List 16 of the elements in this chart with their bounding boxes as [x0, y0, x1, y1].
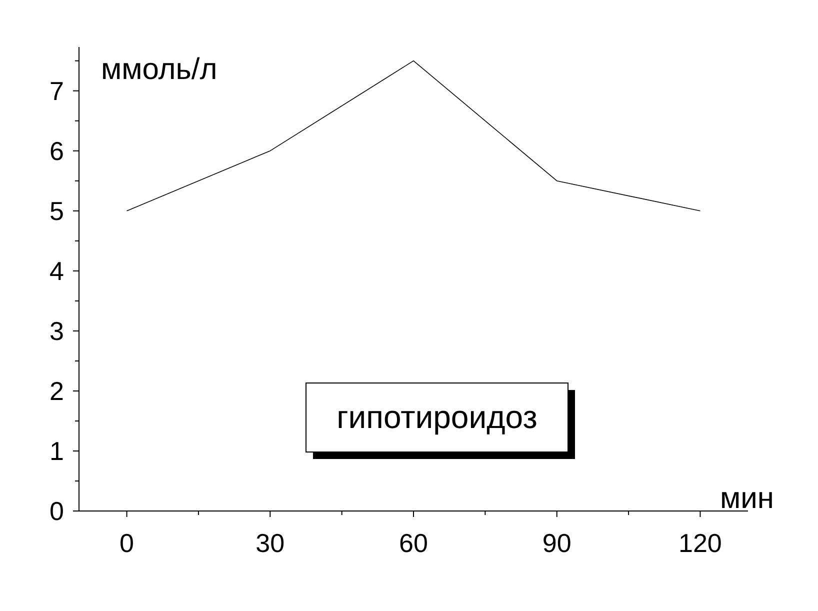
y-tick-label: 4 — [50, 256, 64, 286]
y-tick-label: 2 — [50, 376, 64, 406]
x-tick-label: 120 — [678, 528, 722, 558]
x-tick-label: 30 — [256, 528, 285, 558]
y-tick-label: 3 — [50, 316, 64, 346]
x-axis-title: мин — [720, 482, 774, 515]
y-tick-label: 0 — [50, 496, 64, 526]
annotation: гипотироидоз — [336, 399, 538, 435]
y-tick-label: 1 — [50, 436, 64, 466]
y-tick-label: 6 — [50, 136, 64, 166]
y-tick-label: 5 — [50, 196, 64, 226]
y-tick-label: 7 — [50, 76, 64, 106]
y-axis-title: ммоль/л — [101, 53, 218, 86]
x-tick-label: 90 — [542, 528, 572, 558]
x-tick-label: 0 — [120, 528, 134, 558]
x-tick-label: 60 — [399, 528, 428, 558]
